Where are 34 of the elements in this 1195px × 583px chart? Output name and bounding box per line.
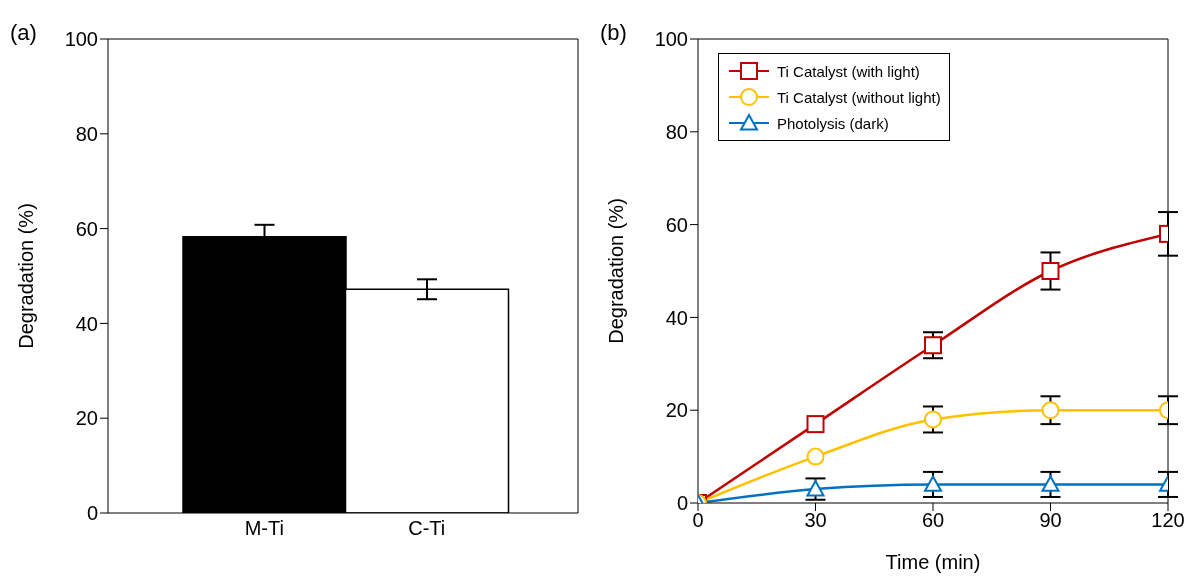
y-tick-label: 40	[665, 306, 688, 329]
point	[806, 447, 825, 466]
y-axis-title: Degradation (%)	[15, 203, 38, 349]
point	[806, 415, 825, 434]
x-tick-label: 60	[921, 509, 945, 532]
x-tick-label: M-Ti	[244, 517, 284, 540]
y-tick-label: 40	[75, 312, 98, 335]
y-tick-label: 20	[75, 407, 98, 430]
legend-label: Ti Catalyst (without light)	[777, 88, 941, 106]
point	[1041, 262, 1060, 280]
x-tick-label: 0	[692, 509, 704, 532]
point	[1041, 401, 1060, 420]
point	[1041, 475, 1060, 492]
chart-title: (b)	[600, 20, 627, 46]
y-tick-label: 60	[75, 217, 98, 240]
x-axis-title: Time (min)	[885, 551, 981, 573]
legend-label: Ti Catalyst (with light)	[777, 62, 920, 80]
y-axis-title: Degradation (%)	[605, 198, 628, 344]
y-tick-label: 0	[676, 492, 688, 515]
x-tick-label: 90	[1039, 509, 1062, 532]
point	[924, 475, 942, 492]
x-tick-label: C-Ti	[408, 517, 446, 540]
chart-title: (a)	[10, 20, 37, 46]
y-tick-label: 80	[75, 122, 98, 145]
point	[924, 336, 942, 355]
legend-label: Photolysis (dark)	[777, 114, 889, 132]
y-tick-label: 80	[665, 120, 688, 143]
x-tick-label: 120	[1151, 509, 1185, 532]
y-tick-label: 60	[665, 213, 688, 236]
y-tick-label: 100	[654, 28, 688, 51]
x-tick-label: 30	[804, 509, 827, 532]
y-tick-label: 20	[665, 399, 688, 422]
y-tick-label: 100	[64, 28, 98, 51]
point	[924, 410, 942, 429]
